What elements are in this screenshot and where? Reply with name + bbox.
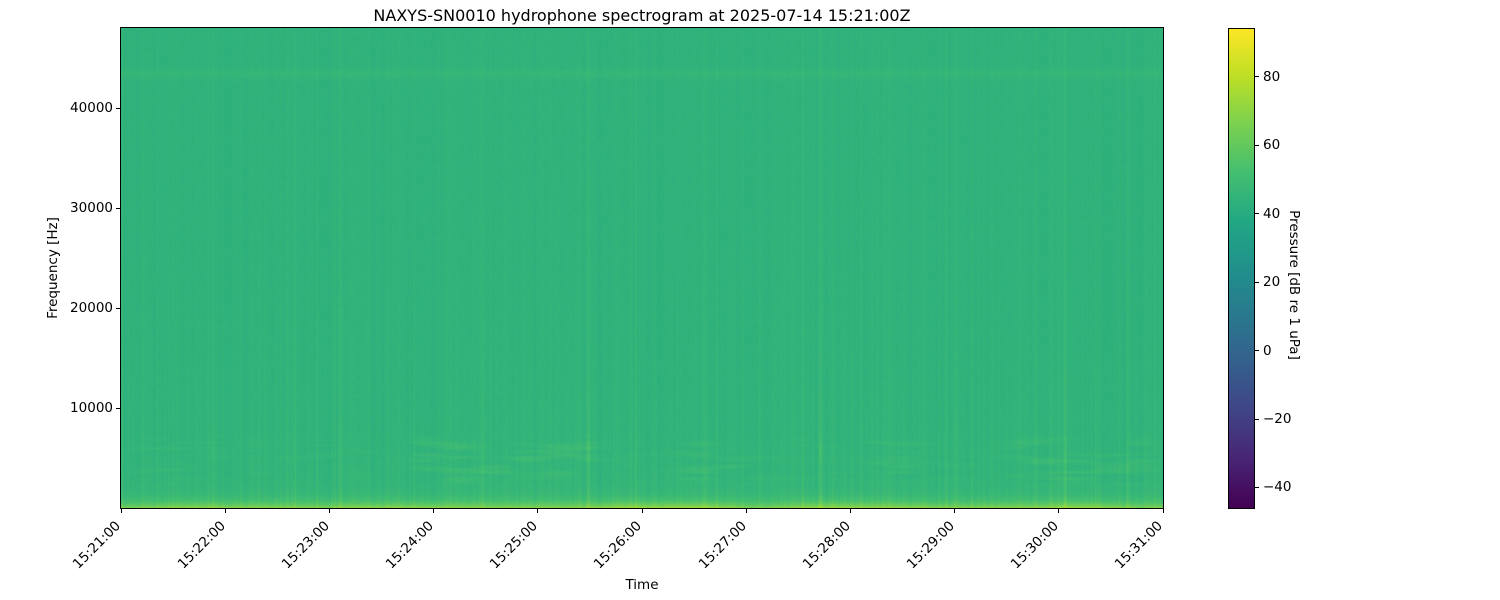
x-tick-mark [433, 509, 435, 513]
colorbar-tick-mark [1255, 350, 1259, 352]
y-tick-label: 20000 [70, 300, 113, 316]
x-tick-label: 15:30:00 [1007, 518, 1063, 573]
x-tick-mark [537, 509, 539, 513]
x-tick-label: 15:21:00 [70, 518, 125, 573]
x-tick-label: 15:29:00 [903, 518, 958, 573]
chart-title: NAXYS-SN0010 hydrophone spectrogram at 2… [373, 6, 911, 25]
colorbar-tick-label: 60 [1263, 137, 1281, 154]
colorbar-label: Pressure [dB re 1 uPa] [1286, 210, 1302, 360]
y-tick-mark [116, 107, 120, 109]
x-tick-label: 15:23:00 [278, 518, 333, 573]
x-tick-label: 15:26:00 [591, 518, 646, 573]
x-tick-mark [1058, 509, 1060, 513]
x-tick-mark [120, 509, 122, 513]
x-tick-label: 15:25:00 [486, 518, 542, 573]
colorbar-tick-mark [1255, 76, 1259, 78]
y-tick-mark [116, 307, 120, 309]
x-tick-mark [954, 509, 956, 513]
spectrogram-canvas [121, 28, 1163, 508]
x-tick-label: 15:27:00 [695, 518, 750, 573]
x-tick-mark [849, 509, 851, 513]
x-tick-mark [641, 509, 643, 513]
colorbar-tick-label: 20 [1263, 274, 1281, 291]
colorbar-tick-mark [1255, 144, 1259, 146]
x-axis-label: Time [625, 577, 659, 593]
colorbar-tick-label: −20 [1263, 411, 1292, 428]
y-tick-label: 10000 [70, 400, 113, 416]
plot-area [120, 27, 1164, 509]
y-tick-mark [116, 207, 120, 209]
x-tick-mark [224, 509, 226, 513]
x-tick-mark [328, 509, 330, 513]
x-tick-label: 15:22:00 [174, 518, 229, 573]
x-tick-label: 15:28:00 [799, 518, 854, 573]
colorbar-tick-label: 80 [1263, 68, 1281, 85]
x-tick-label: 15:24:00 [382, 518, 437, 573]
x-tick-mark [1162, 509, 1164, 513]
colorbar-tick-mark [1255, 281, 1259, 283]
colorbar [1228, 28, 1255, 509]
y-tick-mark [116, 407, 120, 409]
colorbar-canvas [1229, 29, 1254, 508]
colorbar-tick-mark [1255, 486, 1259, 488]
y-tick-label: 40000 [70, 100, 113, 116]
colorbar-tick-label: −40 [1263, 479, 1292, 496]
y-tick-label: 30000 [70, 200, 113, 216]
colorbar-tick-mark [1255, 213, 1259, 215]
y-axis-label: Frequency [Hz] [45, 217, 61, 319]
colorbar-tick-label: 0 [1263, 342, 1272, 359]
x-tick-label: 15:31:00 [1112, 518, 1167, 573]
x-tick-mark [745, 509, 747, 513]
colorbar-tick-mark [1255, 418, 1259, 420]
colorbar-tick-label: 40 [1263, 205, 1281, 222]
